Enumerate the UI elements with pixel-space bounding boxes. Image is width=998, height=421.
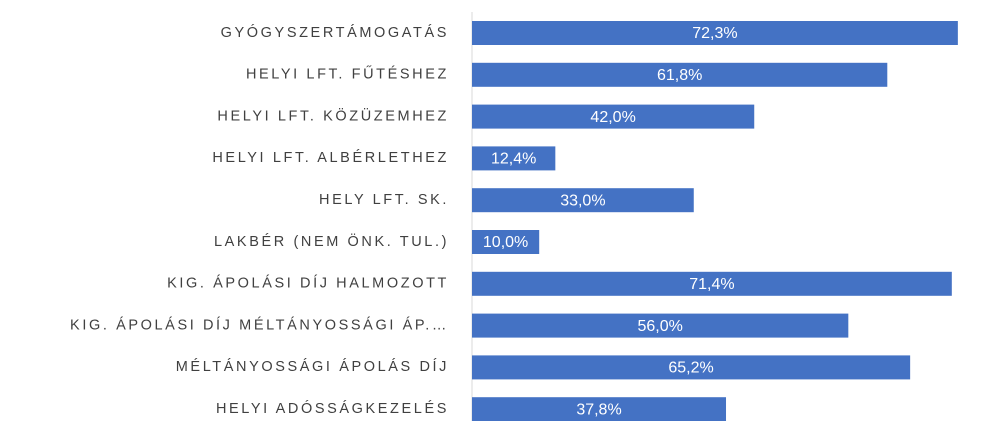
category-label: HELYI LFT. ALBÉRLETHEZ xyxy=(212,149,449,166)
category-label: LAKBÉR (NEM ÖNK. TUL.) xyxy=(214,232,449,250)
value-label: 61,8% xyxy=(657,67,702,84)
bar xyxy=(472,313,849,338)
bar xyxy=(472,271,952,296)
bar xyxy=(472,355,911,380)
category-label: HELYI LFT. FŰTÉSHEZ xyxy=(246,66,449,83)
value-label: 33,0% xyxy=(560,192,605,209)
bar xyxy=(472,188,694,213)
value-label: 56,0% xyxy=(637,318,682,335)
bar xyxy=(472,21,958,45)
value-label: 65,2% xyxy=(668,360,713,377)
bar xyxy=(472,146,556,171)
category-label: KIG. ÁPOLÁSI DÍJ MÉLTÁNYOSSÁGI ÁP.… xyxy=(70,316,449,333)
value-label: 37,8% xyxy=(576,401,621,418)
bar xyxy=(472,104,755,129)
bar xyxy=(472,397,727,421)
bar xyxy=(472,62,888,87)
category-label: HELYI LFT. KÖZÜZEMHEZ xyxy=(217,106,449,124)
value-label: 10,0% xyxy=(483,234,528,251)
category-label: GYÓGYSZERTÁMOGATÁS xyxy=(221,24,449,41)
category-label: KIG. ÁPOLÁSI DÍJ HALMOZOTT xyxy=(167,275,449,292)
category-label: HELYI ADÓSSÁGKEZELÉS xyxy=(216,400,449,417)
value-label: 12,4% xyxy=(491,151,536,168)
bar xyxy=(472,230,540,254)
category-label: MÉLTÁNYOSSÁGI ÁPOLÁS DÍJ xyxy=(176,358,449,375)
value-label: 42,0% xyxy=(590,109,635,126)
category-label: HELY LFT. SK. xyxy=(319,192,449,208)
value-label: 71,4% xyxy=(689,276,734,293)
value-label: 72,3% xyxy=(692,25,737,42)
